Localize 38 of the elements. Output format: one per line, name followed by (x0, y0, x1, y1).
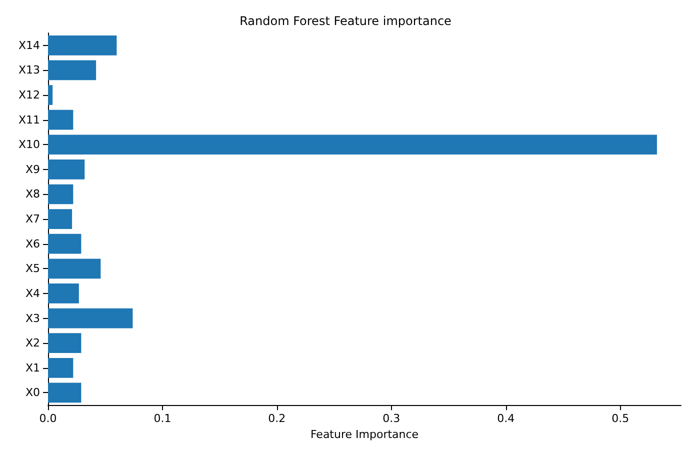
bar (48, 333, 82, 354)
y-tick-label: X4 (25, 286, 40, 300)
bar (48, 60, 96, 80)
x-tick-label: 0.2 (268, 412, 286, 426)
y-tick-label: X7 (25, 212, 40, 226)
y-tick-label: X9 (25, 162, 40, 176)
bar (48, 110, 74, 130)
bar (48, 85, 53, 105)
x-axis-title: Feature Importance (310, 428, 419, 441)
bar (48, 308, 133, 328)
bar (48, 35, 117, 56)
x-tick-label: 0.5 (612, 412, 630, 426)
bar (48, 234, 82, 254)
bar (48, 209, 72, 229)
y-tick-label: X8 (25, 188, 40, 201)
bar (48, 134, 657, 155)
y-tick-label: X2 (25, 336, 40, 350)
bar (48, 258, 101, 279)
y-tick-label: X0 (25, 386, 40, 400)
chart-title: Random Forest Feature importance (240, 14, 452, 28)
y-tick-label: X13 (18, 64, 40, 77)
x-tick-label: 0.4 (497, 412, 515, 426)
y-tick-label: X12 (18, 88, 40, 102)
bar (48, 184, 74, 204)
bar (48, 382, 82, 403)
x-tick-label: 0.0 (39, 412, 57, 426)
bar (48, 160, 85, 180)
y-tick-label: X10 (18, 138, 40, 152)
y-tick-label: X1 (25, 361, 40, 374)
x-tick-label: 0.3 (382, 412, 400, 426)
y-tick-label: X3 (25, 312, 40, 325)
y-tick-label: X6 (25, 237, 40, 250)
y-tick-label: X5 (25, 262, 40, 276)
y-tick-label: X11 (18, 113, 40, 126)
x-tick-label: 0.1 (154, 412, 172, 426)
bar (48, 284, 79, 304)
bar (48, 358, 74, 378)
y-tick-label: X14 (18, 38, 40, 52)
